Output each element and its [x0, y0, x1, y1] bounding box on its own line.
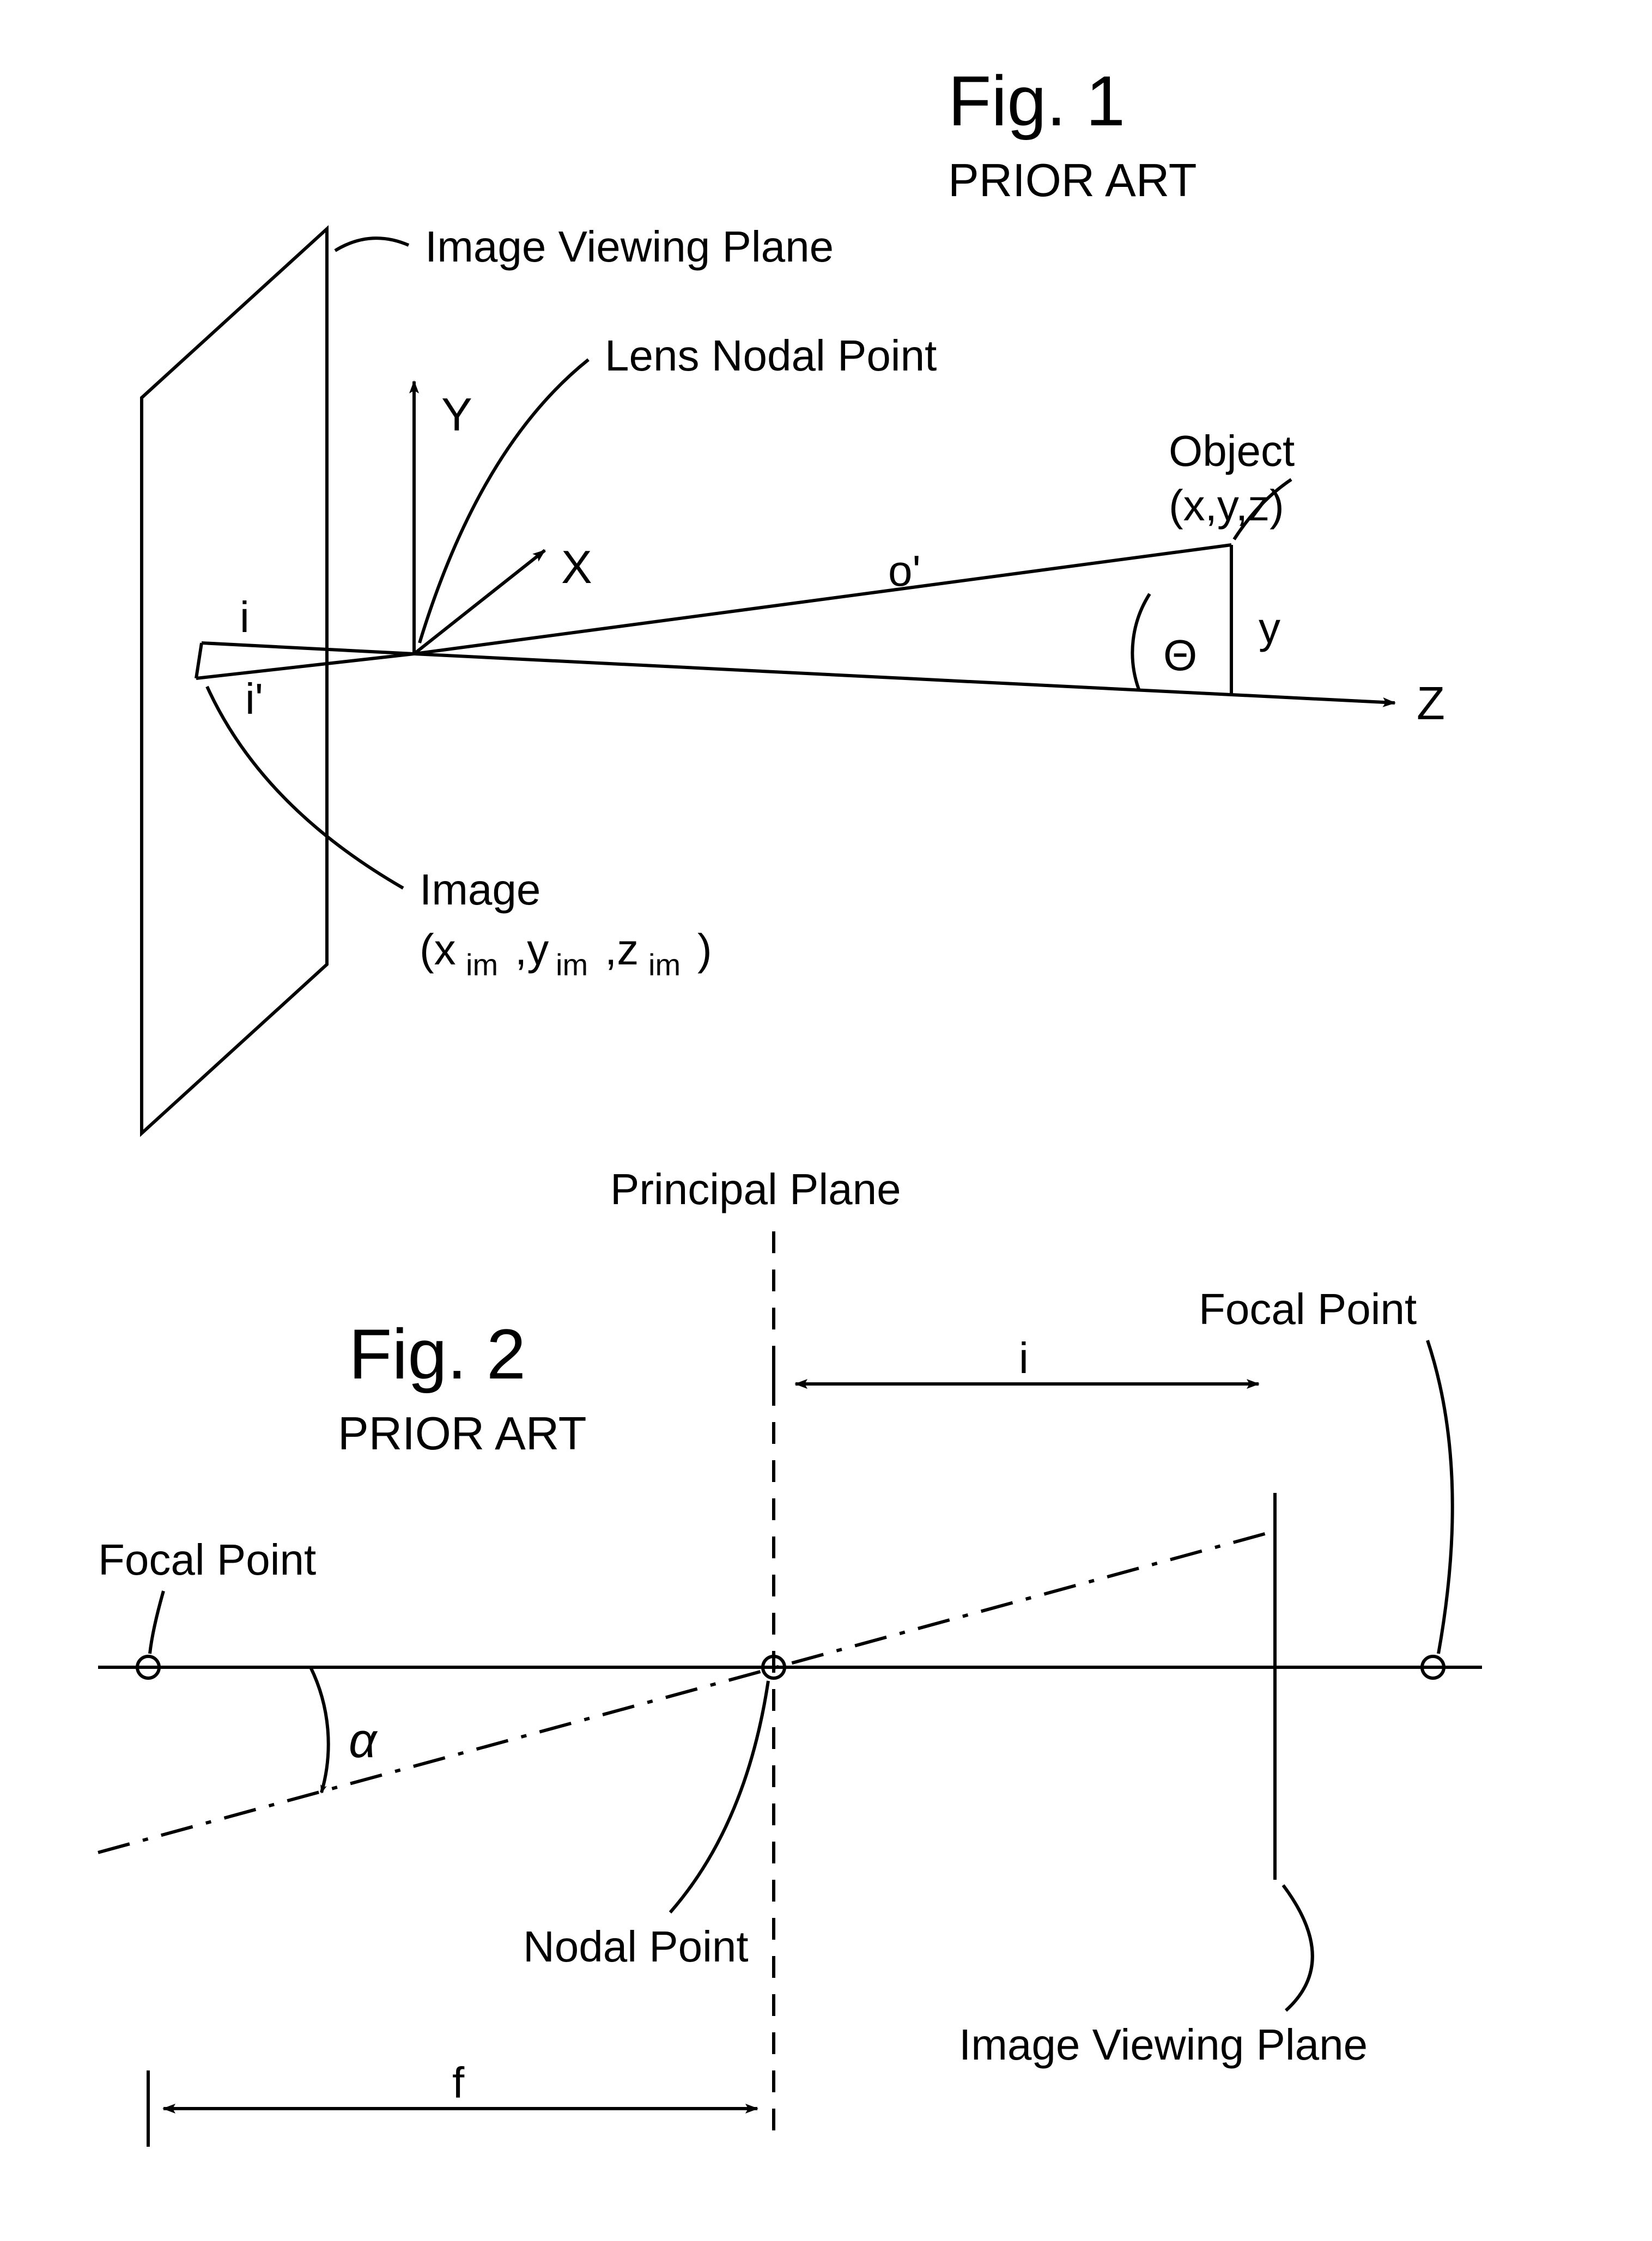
f-dim-label: f — [452, 2058, 465, 2107]
svg-text:): ) — [697, 925, 712, 974]
leader-ivp — [335, 238, 409, 251]
figure-1: Fig. 1 PRIOR ART Image Viewing Plane Y X… — [142, 61, 1445, 1133]
svg-text:im: im — [466, 948, 498, 982]
fig1-title: Fig. 1 — [948, 61, 1125, 141]
o-prime-line — [414, 545, 1231, 654]
i-label: i — [240, 593, 250, 641]
label-nodal-point: Nodal Point — [523, 1922, 749, 1971]
i-prime-line — [196, 654, 414, 678]
fig2-subtitle: PRIOR ART — [338, 1408, 587, 1460]
x-axis-label: X — [561, 542, 592, 593]
i-line — [202, 643, 414, 654]
label-lnp: Lens Nodal Point — [605, 331, 937, 380]
leader-ivp2 — [1283, 1885, 1313, 2011]
y-small-label: y — [1259, 604, 1280, 652]
fig1-subtitle: PRIOR ART — [948, 155, 1197, 207]
diagram-canvas: Fig. 1 PRIOR ART Image Viewing Plane Y X… — [0, 0, 1652, 2241]
label-image-coords: (x im ,y im ,z im ) — [420, 925, 712, 982]
leader-focal-left — [150, 1591, 163, 1654]
label-object: Object — [1169, 427, 1295, 475]
leader-nodal — [670, 1681, 768, 1912]
fig2-title: Fig. 2 — [349, 1314, 526, 1394]
theta-label: Θ — [1163, 631, 1197, 679]
label-object-coords: (x,y,z) — [1169, 481, 1284, 530]
figure-2: Principal Plane Fig. 2 PRIOR ART α Focal… — [98, 1165, 1482, 2147]
theta-arc — [1132, 594, 1150, 689]
i-prime-label: i' — [245, 675, 263, 723]
label-ivp2: Image Viewing Plane — [959, 2020, 1368, 2069]
image-viewing-plane — [142, 229, 327, 1133]
image-tick — [196, 643, 202, 678]
leader-image — [207, 687, 403, 888]
z-axis — [414, 654, 1395, 703]
svg-text:im: im — [648, 948, 681, 982]
svg-text:,y: ,y — [515, 925, 549, 974]
alpha-arc — [311, 1667, 329, 1793]
z-axis-label: Z — [1417, 678, 1445, 730]
svg-text:im: im — [556, 948, 588, 982]
leader-focal-right — [1428, 1340, 1453, 1654]
y-axis-label: Y — [441, 389, 472, 441]
label-focal-left: Focal Point — [98, 1535, 316, 1584]
label-principal-plane: Principal Plane — [610, 1165, 901, 1213]
o-prime-label: o' — [888, 546, 921, 595]
label-ivp: Image Viewing Plane — [425, 222, 834, 271]
label-focal-right: Focal Point — [1199, 1285, 1417, 1333]
svg-text:,z: ,z — [605, 925, 639, 974]
i-dim-label: i — [1019, 1334, 1029, 1382]
svg-text:(x: (x — [420, 925, 456, 974]
alpha-label: α — [349, 1714, 378, 1768]
label-image: Image — [420, 865, 540, 914]
